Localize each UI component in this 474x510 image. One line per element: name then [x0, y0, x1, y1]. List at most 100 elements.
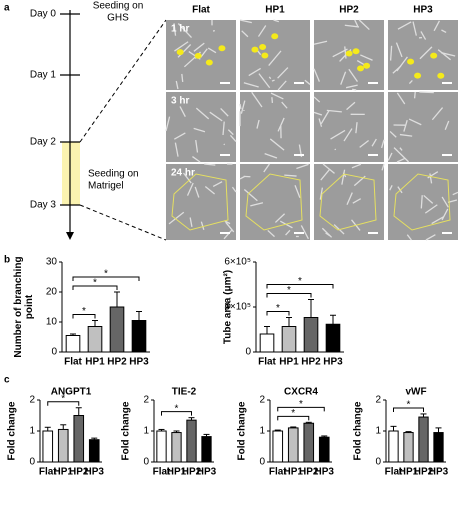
- cell-texture: [348, 68, 358, 83]
- chart-title: CXCR4: [284, 387, 318, 398]
- cell-texture: [441, 208, 449, 221]
- y-tick-label: 1: [29, 426, 35, 437]
- cell-texture: [345, 84, 358, 89]
- cell-texture: [200, 48, 208, 58]
- cell-texture: [343, 128, 353, 142]
- y-tick-label: 30: [46, 257, 58, 268]
- cell-texture: [425, 234, 436, 241]
- cell-texture: [441, 29, 447, 34]
- cell-texture: [263, 163, 270, 173]
- bar: [109, 306, 125, 353]
- cell-texture: [256, 119, 260, 129]
- cell-texture: [419, 91, 434, 94]
- cell-marker: [271, 33, 279, 40]
- cell-texture: [330, 129, 346, 140]
- y-axis-label: point: [24, 294, 35, 319]
- cell-marker: [352, 48, 360, 55]
- significance-label: *: [407, 400, 411, 411]
- x-tick-label: HP3: [323, 357, 343, 368]
- cell-texture: [189, 217, 193, 228]
- cell-texture: [267, 229, 275, 238]
- cell-texture: [360, 54, 373, 61]
- cell-texture: [194, 186, 200, 198]
- x-tick-label: Flat: [64, 357, 82, 368]
- cell-texture: [412, 21, 417, 36]
- event-label: Seeding on: [93, 1, 144, 12]
- y-tick-label: 6×10⁵: [224, 257, 251, 268]
- y-tick-label: 10: [46, 317, 58, 328]
- cell-texture: [300, 225, 309, 240]
- event-label: Seeding on: [88, 169, 139, 180]
- x-tick-label: HP1: [279, 357, 299, 368]
- x-tick-label: HP3: [129, 357, 149, 368]
- event-label: GHS: [107, 13, 129, 24]
- cell-texture: [200, 221, 205, 230]
- zoom-line: [79, 204, 167, 241]
- micrograph: [314, 92, 384, 162]
- column-header: Flat: [192, 5, 210, 16]
- cell-texture: [389, 45, 393, 61]
- cell-texture: [433, 20, 441, 32]
- cell-texture: [441, 196, 449, 208]
- cell-texture: [173, 132, 186, 140]
- significance-bracket: [72, 285, 118, 290]
- significance-label: *: [175, 403, 179, 414]
- cell-texture: [168, 211, 185, 225]
- cell-texture: [186, 182, 194, 196]
- bar: [403, 432, 414, 463]
- chart-title: vWF: [405, 387, 426, 398]
- significance-bracket: [277, 406, 325, 412]
- x-tick-label: Flat: [269, 467, 287, 478]
- bar: [325, 323, 341, 353]
- cell-texture: [359, 139, 369, 148]
- cell-texture: [251, 91, 263, 108]
- y-axis-label: Fold change: [237, 401, 248, 460]
- significance-label: *: [82, 306, 86, 317]
- x-tick-label: HP3: [429, 467, 449, 478]
- cell-texture: [193, 127, 206, 133]
- cell-texture: [399, 133, 413, 137]
- y-axis-label: Fold change: [353, 401, 364, 460]
- cell-texture: [387, 152, 393, 161]
- x-tick-label: HP2: [414, 467, 434, 478]
- cell-texture: [257, 25, 267, 37]
- cell-texture: [452, 191, 459, 196]
- cell-texture: [322, 163, 335, 174]
- bar: [156, 430, 167, 463]
- cell-texture: [277, 117, 285, 132]
- cell-marker: [194, 52, 202, 59]
- cell-texture: [277, 67, 289, 79]
- bar: [201, 436, 212, 463]
- x-tick-label: HP2: [107, 357, 127, 368]
- cell-texture: [239, 19, 252, 24]
- cell-texture: [264, 152, 278, 159]
- cell-marker: [251, 46, 259, 53]
- cell-texture: [241, 30, 249, 38]
- bar: [318, 436, 330, 463]
- x-tick-label: Flat: [258, 357, 276, 368]
- row-label: 3 hr: [171, 96, 189, 107]
- micrograph: [240, 92, 310, 162]
- cell-texture: [371, 138, 377, 147]
- x-tick-label: HP2: [69, 467, 89, 478]
- cell-texture: [284, 174, 297, 177]
- cell-texture: [346, 192, 353, 205]
- cell-texture: [239, 175, 246, 180]
- cell-marker: [176, 49, 184, 56]
- cell-texture: [396, 157, 406, 163]
- tube-outline: [245, 173, 303, 231]
- cell-texture: [250, 202, 264, 207]
- cell-texture: [340, 71, 347, 85]
- day-label: Day 1: [30, 70, 57, 81]
- zoom-line: [79, 19, 167, 143]
- tube-outline: [171, 173, 229, 231]
- y-axis-label: Fold change: [7, 401, 18, 460]
- bar: [287, 427, 299, 463]
- cell-texture: [193, 42, 205, 52]
- micrograph: [240, 20, 310, 90]
- x-tick-label: HP1: [284, 467, 304, 478]
- cell-texture: [204, 185, 216, 195]
- significance-label: *: [287, 285, 291, 296]
- y-axis-label: Fold change: [121, 401, 132, 460]
